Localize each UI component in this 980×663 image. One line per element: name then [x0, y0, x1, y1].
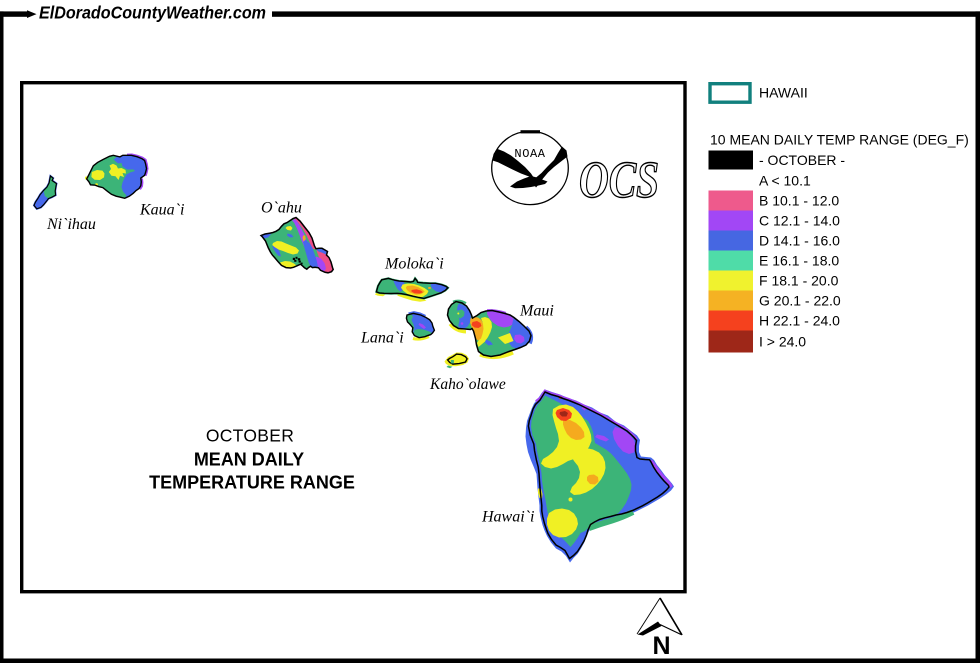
svg-text:TEMPERATURE RANGE: TEMPERATURE RANGE	[149, 473, 355, 493]
svg-text:NOAA: NOAA	[514, 147, 545, 161]
svg-text:ElDoradoCountyWeather.com: ElDoradoCountyWeather.com	[39, 2, 266, 22]
svg-text:E 16.1 - 18.0: E 16.1 - 18.0	[759, 253, 839, 269]
svg-text:F 18.1 - 20.0: F 18.1 - 20.0	[759, 273, 839, 289]
svg-text:MEAN DAILY: MEAN DAILY	[194, 450, 304, 470]
svg-text:OCS: OCS	[579, 152, 659, 209]
svg-text:N: N	[652, 632, 670, 660]
svg-text:Lana`i: Lana`i	[360, 330, 404, 347]
svg-text:Kaua`i: Kaua`i	[139, 202, 184, 219]
svg-text:O`ahu: O`ahu	[261, 200, 302, 217]
svg-text:G 20.1 - 22.0: G 20.1 - 22.0	[759, 293, 841, 309]
svg-text:Maui: Maui	[519, 303, 554, 320]
svg-text:C 12.1 - 14.0: C 12.1 - 14.0	[759, 213, 840, 229]
svg-text:OCTOBER: OCTOBER	[206, 426, 294, 446]
svg-text:HAWAII: HAWAII	[759, 85, 808, 101]
svg-text:B 10.1 - 12.0: B 10.1 - 12.0	[759, 193, 839, 209]
svg-text:Moloka`i: Moloka`i	[384, 256, 444, 273]
svg-text:Hawai`i: Hawai`i	[481, 509, 534, 526]
svg-text:Kaho`olawe: Kaho`olawe	[429, 376, 506, 393]
svg-text:Ni`ihau: Ni`ihau	[46, 216, 96, 233]
svg-text:I > 24.0: I > 24.0	[759, 334, 806, 350]
svg-text:- OCTOBER -: - OCTOBER -	[759, 152, 845, 168]
svg-text:A < 10.1: A < 10.1	[759, 173, 811, 189]
svg-text:H 22.1 - 24.0: H 22.1 - 24.0	[759, 313, 840, 329]
svg-text:10 MEAN DAILY TEMP RANGE (DEG_: 10 MEAN DAILY TEMP RANGE (DEG_F)	[710, 132, 969, 148]
svg-text:D 14.1 - 16.0: D 14.1 - 16.0	[759, 233, 840, 249]
